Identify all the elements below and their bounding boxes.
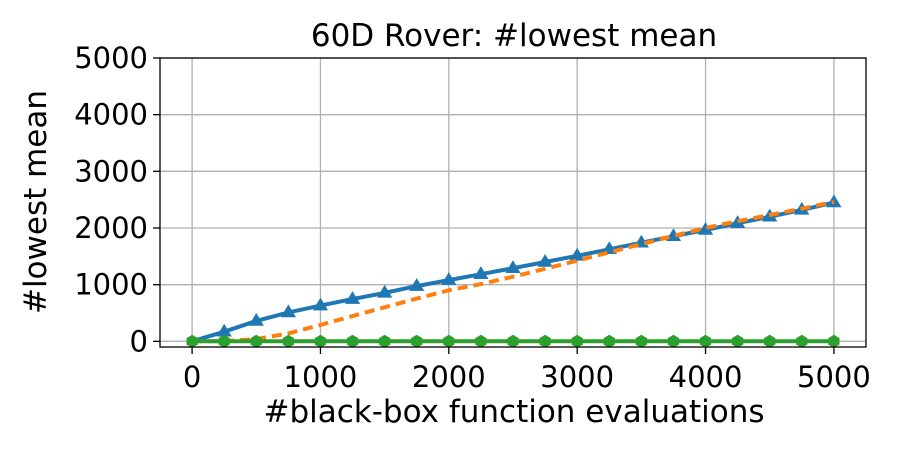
x-tick-label: 2000: [412, 360, 486, 394]
chart-title: 60D Rover: #lowest mean: [311, 18, 717, 54]
plot-frame: [159, 57, 867, 348]
series-line: [192, 199, 835, 344]
data-point-triangle: [826, 194, 842, 208]
x-tick-label: 3000: [540, 360, 614, 394]
data-point-hexagon: [764, 334, 776, 348]
series-1: [191, 194, 842, 344]
data-point-hexagon: [250, 334, 262, 348]
x-tick-label: 0: [183, 360, 201, 394]
series-3: [186, 334, 840, 348]
data-point-triangle: [473, 266, 489, 279]
data-point-hexagon: [314, 334, 327, 348]
data-point-hexagon: [186, 334, 198, 348]
data-point-triangle: [569, 247, 585, 261]
y-axis-ticks: 0 1000 2000 3000 4000 5000: [74, 41, 160, 358]
data-point-hexagon: [282, 334, 294, 348]
data-point-triangle: [409, 278, 425, 291]
data-point-hexagon: [603, 334, 615, 348]
data-point-hexagon: [218, 334, 230, 348]
x-axis-ticks: 0 1000 2000 3000 4000 5000: [183, 347, 871, 394]
y-tick-label: 4000: [74, 98, 148, 132]
data-point-hexagon: [571, 334, 583, 348]
data-point-hexagon: [828, 334, 840, 348]
data-point-hexagon: [507, 334, 519, 348]
data-point-hexagon: [539, 334, 551, 348]
data-point-triangle: [505, 260, 521, 274]
data-point-triangle: [697, 221, 714, 235]
data-point-hexagon: [667, 334, 680, 348]
x-tick-label: 5000: [797, 360, 871, 394]
y-axis-label: #lowest mean: [18, 90, 54, 314]
data-point-hexagon: [796, 334, 808, 348]
data-point-hexagon: [699, 334, 712, 348]
data-point-hexagon: [475, 334, 487, 348]
data-point-hexagon: [379, 334, 391, 348]
data-point-triangle: [377, 284, 393, 298]
data-point-triangle: [216, 323, 232, 337]
data-point-triangle: [248, 312, 264, 326]
series-layer: [186, 194, 842, 348]
y-tick-label: 0: [130, 324, 148, 358]
data-point-hexagon: [635, 334, 647, 348]
y-tick-label: 3000: [74, 154, 148, 188]
x-tick-label: 4000: [669, 360, 743, 394]
x-axis-label: #black-box function evaluations: [263, 394, 764, 430]
grid: [160, 57, 866, 347]
data-point-triangle: [280, 304, 296, 318]
data-point-hexagon: [411, 334, 423, 348]
data-point-hexagon: [443, 334, 455, 348]
y-tick-label: 1000: [74, 268, 148, 302]
y-tick-label: 5000: [74, 41, 148, 75]
data-point-triangle: [312, 297, 329, 311]
data-point-triangle: [441, 272, 457, 285]
data-point-hexagon: [732, 334, 744, 348]
data-point-triangle: [537, 254, 553, 267]
series-2: [192, 199, 835, 344]
y-tick-label: 2000: [74, 211, 148, 245]
x-tick-label: 1000: [284, 360, 358, 394]
data-point-triangle: [730, 215, 746, 228]
data-point-triangle: [344, 291, 361, 304]
data-point-hexagon: [346, 334, 359, 348]
data-point-triangle: [601, 241, 617, 255]
